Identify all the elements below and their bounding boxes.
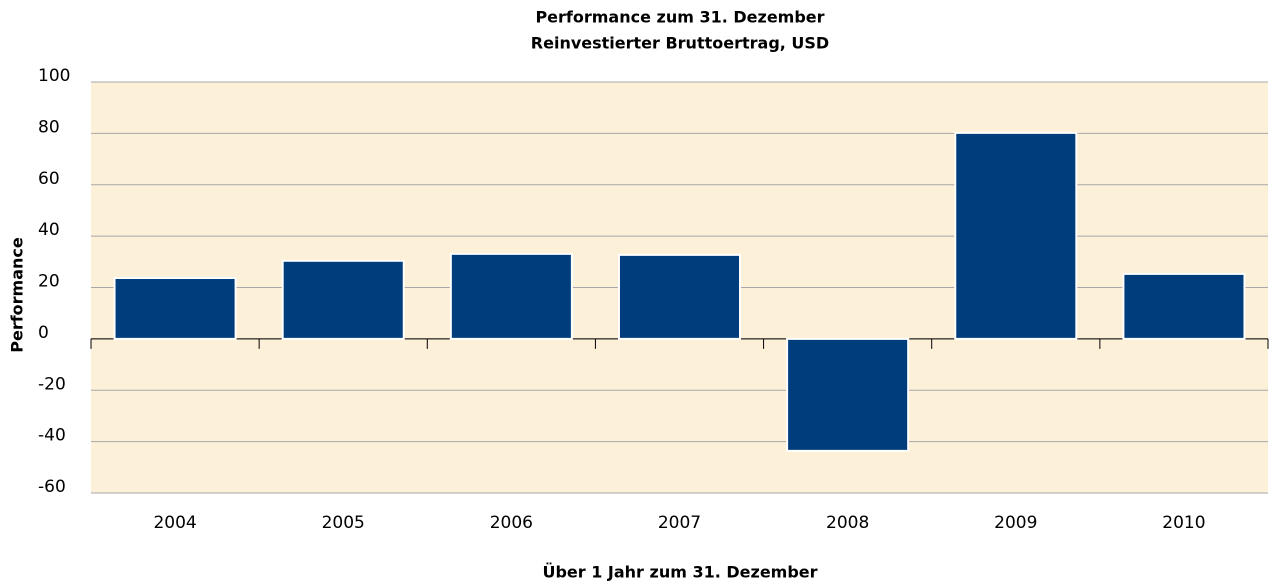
chart-subtitle: Reinvestierter Bruttoertrag, USD <box>531 34 829 53</box>
bar <box>786 337 910 452</box>
bar <box>113 276 237 340</box>
y-tick-label: 40 <box>38 220 60 240</box>
x-tick-label: 2004 <box>153 513 196 533</box>
chart-title: Performance zum 31. Dezember <box>535 8 824 27</box>
y-tick-label: 20 <box>38 272 60 292</box>
x-tick-label: 2008 <box>826 513 869 533</box>
x-tick-label: 2006 <box>490 513 533 533</box>
x-tick-label: 2009 <box>994 513 1037 533</box>
y-tick-label: 60 <box>38 169 60 189</box>
y-tick-label: -20 <box>38 374 66 394</box>
y-tick-label: 0 <box>38 323 49 343</box>
y-tick-label: 80 <box>38 117 60 137</box>
bar <box>617 253 742 340</box>
x-tick-label: 2010 <box>1162 513 1205 533</box>
y-tick-label: 100 <box>38 66 70 86</box>
x-tick-label: 2005 <box>322 513 365 533</box>
bar <box>954 131 1078 340</box>
bar <box>1122 272 1246 340</box>
y-tick-label: -40 <box>38 426 66 446</box>
x-tick-label: 2007 <box>658 513 701 533</box>
x-axis-label: Über 1 Jahr zum 31. Dezember <box>542 563 817 582</box>
y-axis-label: Performance <box>8 237 27 353</box>
bar <box>449 252 573 340</box>
bar <box>281 259 405 340</box>
y-tick-label: -60 <box>38 477 66 497</box>
